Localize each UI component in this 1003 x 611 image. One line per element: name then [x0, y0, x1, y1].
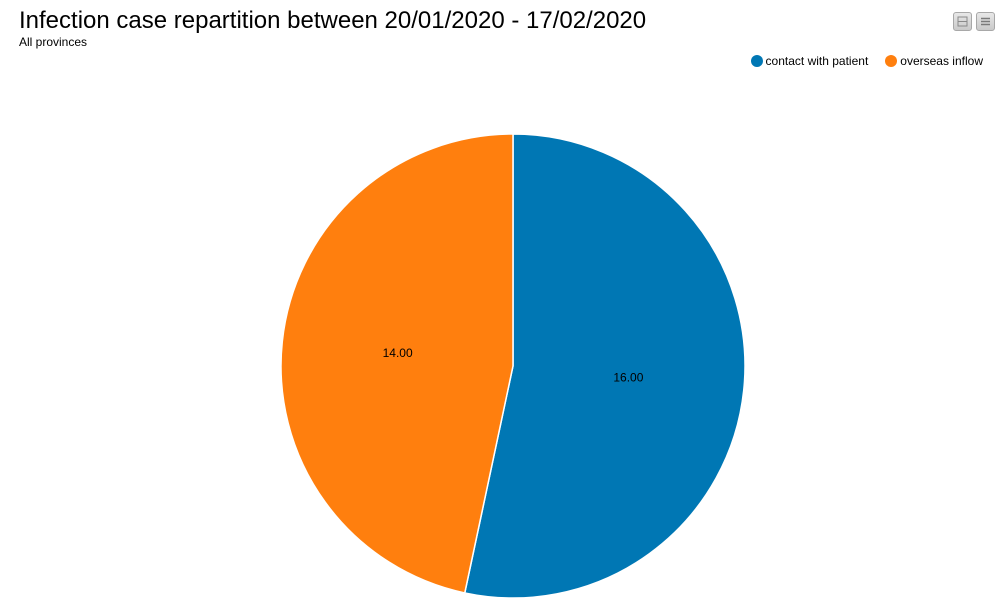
chart-toolbar — [953, 12, 995, 31]
menu-button[interactable] — [976, 12, 995, 31]
chart-legend: contact with patient overseas inflow — [734, 54, 983, 68]
legend-item-overseas-inflow[interactable]: overseas inflow — [885, 54, 983, 68]
slice-label-overseas-inflow: 14.00 — [383, 346, 413, 360]
slice-label-contact-with-patient: 16.00 — [613, 370, 643, 384]
legend-label-contact-with-patient: contact with patient — [765, 54, 869, 68]
legend-swatch-contact-with-patient — [750, 55, 763, 67]
pie-slice-contact-with-patient[interactable] — [463, 133, 746, 599]
menu-icon — [981, 17, 990, 26]
chart-title: Infection case repartition between 20/01… — [19, 7, 647, 34]
pie-slice-overseas-inflow[interactable] — [280, 133, 514, 594]
legend-swatch-overseas-inflow — [885, 55, 898, 67]
chart-subtitle: All provinces — [19, 35, 88, 49]
collapse-button[interactable] — [953, 12, 972, 31]
legend-label-overseas-inflow: overseas inflow — [900, 54, 983, 68]
legend-item-contact-with-patient[interactable]: contact with patient — [750, 54, 869, 68]
collapse-icon — [957, 16, 968, 27]
